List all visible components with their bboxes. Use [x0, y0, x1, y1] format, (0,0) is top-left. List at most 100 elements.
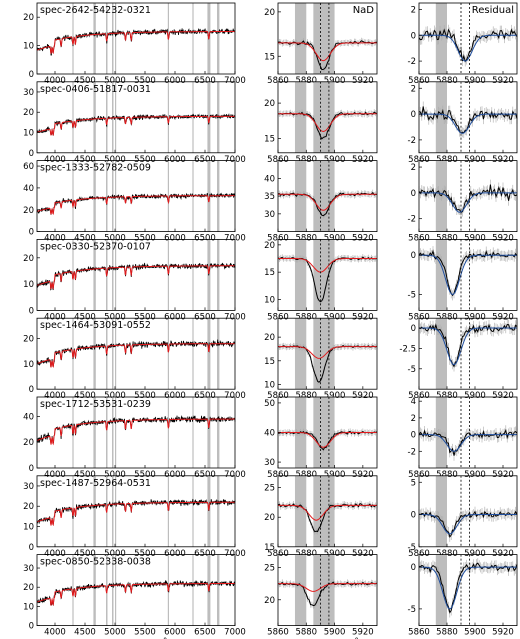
- x-tick-label: 5860: [267, 549, 289, 559]
- x-tick-label: 6500: [194, 155, 216, 165]
- x-tick-label: 5000: [104, 312, 126, 322]
- residual-line: [418, 562, 518, 614]
- x-tick-label: 5000: [104, 470, 126, 480]
- x-tick-label: 5900: [324, 391, 346, 401]
- x-tick-label: 5860: [408, 234, 430, 244]
- masked-band: [313, 81, 321, 153]
- spectrum-id-label: spec-1487-52964-0531: [40, 478, 151, 489]
- masked-band: [115, 239, 117, 311]
- masked-band: [112, 475, 114, 547]
- residual-fit-line: [419, 514, 517, 535]
- y-tick-label: 20: [23, 254, 34, 264]
- x-tick-label: 5860: [267, 155, 289, 165]
- y-tick-label: 0: [411, 511, 416, 521]
- x-tick-label: 5880: [295, 391, 317, 401]
- masked-band: [313, 397, 321, 468]
- spectrum-id-label: spec-0406-51817-0031: [40, 84, 151, 95]
- x-tick-label: 5860: [267, 76, 289, 86]
- y-tick-label: 15: [264, 135, 275, 145]
- y-tick-label: 15: [264, 543, 275, 553]
- y-tick-label: 4: [411, 397, 416, 407]
- spectrum-id-label: spec-1464-53091-0552: [40, 320, 151, 331]
- spectrum-id-label: spec-0330-52370-0107: [40, 241, 151, 252]
- model-nad-line: [278, 193, 377, 211]
- residual-panel-title: Residual: [472, 5, 514, 16]
- masked-band: [435, 239, 447, 311]
- model-spectrum-line: [36, 343, 235, 368]
- residual-line: [418, 28, 518, 63]
- masked-band: [217, 397, 220, 468]
- masked-band: [313, 3, 321, 74]
- x-tick-label: 5900: [324, 470, 346, 480]
- masked-band: [112, 239, 114, 311]
- x-tick-label: 5000: [104, 76, 126, 86]
- masked-band: [106, 160, 108, 232]
- x-tick-label: 5860: [408, 391, 430, 401]
- masked-band: [167, 475, 169, 547]
- y-tick-label: 30: [264, 210, 275, 220]
- x-tick-label: 5920: [352, 312, 374, 322]
- x-tick-label: 5880: [436, 312, 458, 322]
- masked-band: [207, 475, 211, 547]
- x-tick-label: 5920: [492, 391, 514, 401]
- y-tick-label: -5: [408, 291, 416, 301]
- x-tick-label: 6500: [194, 76, 216, 86]
- x-tick-label: 6500: [194, 391, 216, 401]
- x-tick-label: 5880: [436, 628, 458, 638]
- masked-band: [72, 160, 74, 232]
- y-tick-label: 0: [411, 31, 416, 41]
- y-tick-label: 35: [264, 192, 275, 202]
- x-tick-label: 4500: [74, 391, 96, 401]
- axes-frame: [277, 81, 378, 154]
- residual-fit-line: [419, 192, 517, 213]
- x-tick-label: 5900: [324, 155, 346, 165]
- x-tick-label: 5500: [134, 234, 156, 244]
- axes-frame: [277, 554, 378, 626]
- x-tick-label: 4500: [74, 470, 96, 480]
- x-tick-label: 4000: [44, 312, 66, 322]
- x-tick-label: 5900: [464, 628, 486, 638]
- x-tick-label: 5860: [267, 234, 289, 244]
- x-tick-label: 5860: [267, 470, 289, 480]
- axes-frame: [36, 396, 236, 469]
- model-spectrum-line: [36, 583, 235, 606]
- model-nad-line: [278, 258, 377, 273]
- y-tick-label: -5: [408, 605, 416, 615]
- observed-nad-line: [277, 40, 378, 71]
- masked-band: [435, 475, 447, 547]
- y-tick-label: 0: [29, 306, 34, 316]
- x-tick-label: 6000: [164, 628, 186, 638]
- y-tick-label: -2: [408, 215, 416, 225]
- axes-frame: [418, 475, 518, 548]
- masked-band: [217, 554, 220, 626]
- axes-frame: [418, 317, 518, 390]
- x-tick-label: 5860: [408, 312, 430, 322]
- x-tick-label: 5900: [324, 76, 346, 86]
- y-tick-label: 40: [264, 429, 275, 439]
- y-tick-label: 10: [23, 602, 34, 612]
- y-tick-label: 0: [411, 110, 416, 120]
- x-tick-label: 5000: [104, 628, 126, 638]
- x-tick-label: 5920: [352, 391, 374, 401]
- masked-band: [294, 554, 307, 626]
- y-tick-label: 10: [23, 360, 34, 370]
- masked-band: [320, 318, 335, 390]
- nad-panel-title: NaD: [353, 5, 375, 16]
- axes-frame: [418, 238, 518, 311]
- x-tick-label: 5880: [436, 234, 458, 244]
- x-tick-label: 5500: [134, 312, 156, 322]
- masked-band: [167, 318, 169, 390]
- y-tick-label: 5: [411, 478, 416, 488]
- x-tick-label: 6000: [164, 76, 186, 86]
- masked-band: [435, 318, 447, 390]
- y-tick-label: 20: [264, 333, 275, 343]
- axes-frame: [277, 317, 378, 390]
- x-tick-label: 5920: [492, 234, 514, 244]
- masked-band: [217, 3, 220, 74]
- masked-band: [217, 239, 220, 311]
- masked-band: [112, 318, 114, 390]
- masked-band: [72, 3, 74, 74]
- y-tick-label: 30: [23, 482, 34, 492]
- x-tick-label: 5860: [267, 628, 289, 638]
- x-tick-label: 5880: [295, 312, 317, 322]
